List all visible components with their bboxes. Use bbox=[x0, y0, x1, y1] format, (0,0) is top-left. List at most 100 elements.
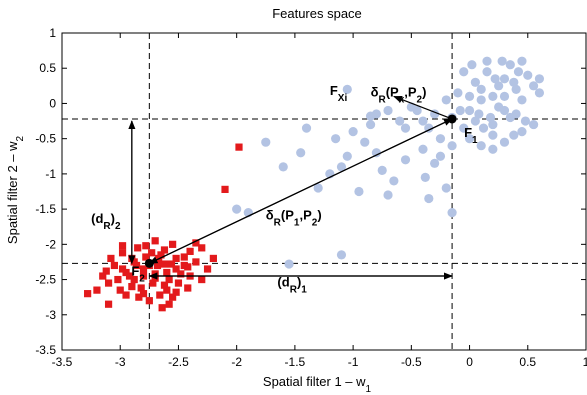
class2-point bbox=[371, 148, 381, 158]
class2-point bbox=[476, 84, 486, 94]
class2-point bbox=[435, 134, 446, 144]
y-tick-label: 0.5 bbox=[39, 61, 56, 75]
class2-point bbox=[296, 148, 306, 158]
class1-point bbox=[169, 293, 177, 301]
class1-point bbox=[110, 261, 118, 270]
class2-point bbox=[517, 95, 527, 105]
class1-point bbox=[172, 265, 180, 273]
class1-point bbox=[116, 286, 124, 294]
class1-point bbox=[142, 253, 150, 261]
class2-point bbox=[505, 60, 515, 70]
class2-point bbox=[441, 183, 451, 193]
class2-point bbox=[509, 77, 519, 87]
class1-point bbox=[156, 291, 164, 299]
class1-point bbox=[130, 275, 138, 284]
class2-point bbox=[336, 162, 347, 172]
class1-point bbox=[177, 270, 185, 278]
class2-point bbox=[474, 109, 484, 119]
x-axis-ticks: -3.5 -3 -2.5 -2 -1.5 -1 -0.5 0 0.5 1 bbox=[52, 33, 587, 369]
highlight-points: F1 F2 bbox=[131, 114, 478, 284]
class1-point bbox=[118, 249, 127, 257]
class2-point bbox=[534, 88, 545, 98]
class2-point bbox=[365, 119, 376, 130]
y-tick-label: -1.5 bbox=[35, 202, 56, 216]
plot-frame bbox=[61, 32, 587, 351]
class2-point bbox=[342, 84, 352, 94]
class2-point bbox=[348, 127, 358, 137]
class2-point bbox=[453, 88, 463, 98]
class1-point bbox=[84, 290, 92, 298]
class2-point bbox=[513, 67, 524, 77]
class2-point bbox=[430, 158, 440, 168]
y-tick-label: -2 bbox=[45, 237, 56, 251]
class1-point bbox=[235, 143, 243, 151]
class2-point bbox=[494, 81, 504, 91]
class2-point bbox=[482, 56, 492, 66]
annotation-label: δR(P1,P2) bbox=[266, 208, 322, 229]
class1-point bbox=[203, 265, 212, 273]
class1-point bbox=[132, 261, 141, 270]
class1-point bbox=[160, 260, 169, 268]
class1-point bbox=[104, 279, 113, 287]
x-tick-label: -1 bbox=[348, 355, 359, 369]
class2-point bbox=[455, 105, 465, 116]
class2-point bbox=[488, 144, 498, 154]
class1-point bbox=[135, 293, 143, 301]
class2-point bbox=[447, 141, 457, 151]
class1-point bbox=[160, 281, 169, 289]
class2-point bbox=[517, 127, 527, 137]
class2-point bbox=[441, 95, 451, 105]
annotation-label: (dR)2 bbox=[91, 211, 121, 232]
y-tick-label: 0 bbox=[49, 96, 56, 110]
y-tick-label: -1 bbox=[45, 167, 56, 181]
class2-point bbox=[478, 123, 489, 133]
class1-point bbox=[151, 237, 159, 245]
class1-point bbox=[192, 239, 200, 247]
class2-point bbox=[488, 130, 498, 140]
class2-point bbox=[424, 193, 434, 204]
class2-point bbox=[331, 134, 341, 144]
x-tick-label: -0.5 bbox=[401, 355, 422, 369]
class2-point bbox=[529, 81, 539, 91]
class2-point bbox=[523, 70, 533, 80]
class2-point bbox=[313, 183, 323, 193]
class1-point bbox=[118, 265, 127, 273]
chart-title: Features space bbox=[272, 6, 362, 21]
class2-point bbox=[336, 250, 347, 260]
class1-point bbox=[184, 263, 192, 271]
y-tick-label: 1 bbox=[49, 26, 56, 40]
class2-point bbox=[476, 95, 486, 105]
class2-point bbox=[400, 123, 411, 133]
class1-point bbox=[122, 291, 130, 299]
class2-point bbox=[467, 60, 477, 70]
class2-point bbox=[447, 208, 457, 218]
x-tick-label: -3.5 bbox=[52, 355, 73, 369]
class1-point bbox=[163, 286, 171, 294]
feature-mean-point bbox=[144, 258, 154, 268]
feature-mean-point bbox=[447, 114, 457, 124]
class2-point bbox=[400, 155, 411, 165]
class2-point bbox=[488, 119, 498, 130]
class1-point bbox=[172, 254, 180, 263]
class2-point bbox=[497, 56, 507, 66]
class2-point bbox=[377, 165, 387, 175]
y-axis-ticks: -3.5 -3 -2.5 -2 -1.5 -1 -0.5 0 0.5 1 bbox=[35, 26, 586, 357]
class1-point bbox=[165, 275, 173, 284]
x-tick-label: 0 bbox=[466, 355, 473, 369]
class1-point bbox=[137, 284, 145, 292]
x-tick-label: -2 bbox=[231, 355, 242, 369]
class2-point bbox=[529, 119, 539, 130]
class1-point bbox=[139, 265, 148, 273]
arrow bbox=[148, 118, 453, 264]
class1-point bbox=[221, 185, 229, 193]
arrows bbox=[128, 95, 453, 280]
class2-point bbox=[520, 116, 531, 126]
class2-point bbox=[383, 190, 393, 200]
class2-point bbox=[490, 74, 500, 84]
class1-point bbox=[180, 253, 188, 261]
class2-point bbox=[395, 116, 405, 126]
class2-point bbox=[482, 67, 492, 77]
feature-mean-label: F2 bbox=[131, 263, 145, 284]
class1-point bbox=[198, 244, 206, 252]
class1-point bbox=[169, 240, 177, 248]
